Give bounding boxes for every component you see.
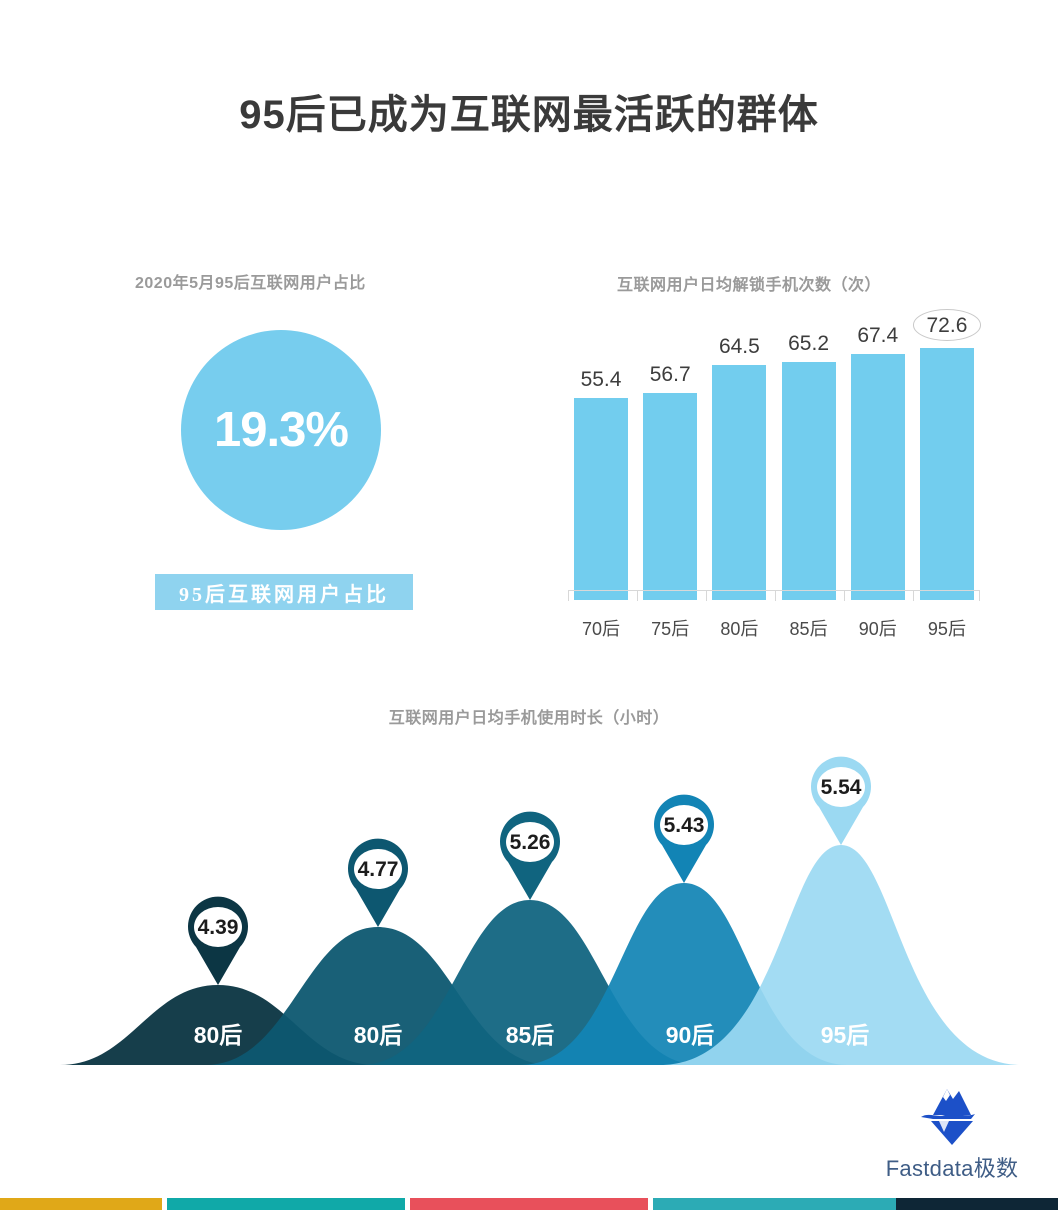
mountain-category-label: 85后 — [506, 1022, 555, 1048]
bar-column: 65.2 — [776, 310, 842, 600]
axis-tick — [568, 591, 569, 601]
bar-chart: 55.4 56.7 64.5 65.2 67.4 72.6 — [568, 300, 982, 645]
stripe-teal — [167, 1198, 406, 1210]
mountain-pin-2: 4.77 — [348, 838, 408, 927]
bottom-color-stripes — [0, 1198, 1058, 1210]
stripe-spacer-3 — [648, 1198, 653, 1210]
mountain-category-label: 80后 — [194, 1022, 243, 1048]
mountain-pin-1: 4.39 — [188, 896, 249, 985]
mountain-category-label: 80后 — [354, 1022, 403, 1048]
percentage-panel: 19.3% 95后互联网用户占比 — [155, 330, 445, 620]
mountain-pin-3: 5.26 — [500, 811, 561, 900]
bar-value-label: 55.4 — [580, 368, 622, 391]
mountain-pin-4: 5.43 — [654, 794, 714, 883]
bar-chart-plot: 55.4 56.7 64.5 65.2 67.4 72.6 — [568, 309, 982, 600]
bar-chart-heading: 互联网用户日均解锁手机次数（次） — [617, 277, 882, 294]
bar-value-label: 64.5 — [718, 335, 760, 358]
bar-column: 64.5 — [706, 310, 772, 600]
bar-column: 56.7 — [637, 310, 703, 600]
mountain-category-label: 90后 — [666, 1022, 715, 1048]
stripe-red — [409, 1198, 649, 1210]
mountain-chart-heading: 互联网用户日均手机使用时长（小时） — [388, 710, 670, 727]
mountain-pin-5: 5.54 — [811, 756, 872, 845]
bar-column: 67.4 — [845, 310, 911, 600]
bar-rect — [919, 348, 974, 600]
axis-tick — [637, 591, 638, 601]
stripe-cyan — [652, 1198, 896, 1210]
bar-category-label: 80后 — [720, 619, 759, 639]
mountain-category-label: 95后 — [821, 1022, 870, 1048]
bar-category-label: 75后 — [651, 619, 690, 639]
axis-tick — [913, 591, 914, 601]
axis-tick — [775, 591, 776, 601]
mountain-pin-value: 4.77 — [358, 858, 399, 881]
stripe-spacer-1 — [162, 1198, 168, 1210]
stripe-navy — [895, 1198, 1058, 1210]
bar-chart-category-labels: 70后 75后 80后 85后 90后 95后 — [568, 615, 980, 641]
stripe-gold — [0, 1198, 163, 1210]
bar-column: 72.6 — [912, 309, 982, 600]
mountain-pin-value: 5.54 — [821, 776, 862, 799]
percentage-label-box: 95后互联网用户占比 — [155, 574, 413, 610]
bar-category-label: 85后 — [789, 619, 828, 639]
bar-rect — [574, 398, 628, 600]
axis-tick — [706, 591, 707, 601]
bar-category-label: 90后 — [858, 619, 897, 639]
bar-value-label: 56.7 — [649, 363, 691, 386]
bar-value-label: 67.4 — [857, 324, 899, 347]
bar-category-label: 70后 — [581, 619, 621, 639]
page-title: 95后已成为互联网最活跃的群体 — [239, 93, 819, 137]
bar-value-label: 65.2 — [788, 332, 829, 355]
axis-tick — [844, 591, 845, 601]
mountain-chart: 4.39 4.77 5.26 5.43 5.54 80后 80后 85后 — [0, 735, 1058, 1075]
percentage-value: 19.3% — [214, 403, 349, 457]
bar-column: 55.4 — [568, 310, 634, 600]
iceberg-icon — [921, 1089, 975, 1145]
donut-section-heading: 2020年5月95后互联网用户占比 — [135, 275, 366, 292]
bar-category-label: 95后 — [927, 619, 966, 639]
logo-text: Fastdata极数 — [885, 1156, 1019, 1181]
percentage-circle: 19.3% — [181, 330, 381, 530]
bar-rect — [643, 393, 698, 600]
mountain-pin-value: 5.43 — [664, 814, 705, 837]
bar-value-label-highlighted: 72.6 — [912, 309, 982, 342]
brand-logo: Fastdata极数 — [852, 1085, 1052, 1183]
bar-rect — [712, 365, 767, 600]
percentage-label-text: 95后互联网用户占比 — [179, 583, 389, 606]
mountain-pin-value: 5.26 — [510, 831, 551, 854]
mountain-shape-5 — [660, 845, 1022, 1065]
stripe-spacer-2 — [405, 1198, 410, 1210]
bar-rect — [781, 362, 836, 600]
mountain-pin-value: 4.39 — [198, 916, 239, 939]
axis-tick — [979, 591, 980, 601]
bar-rect — [850, 354, 905, 600]
bar-chart-axis — [568, 590, 980, 601]
